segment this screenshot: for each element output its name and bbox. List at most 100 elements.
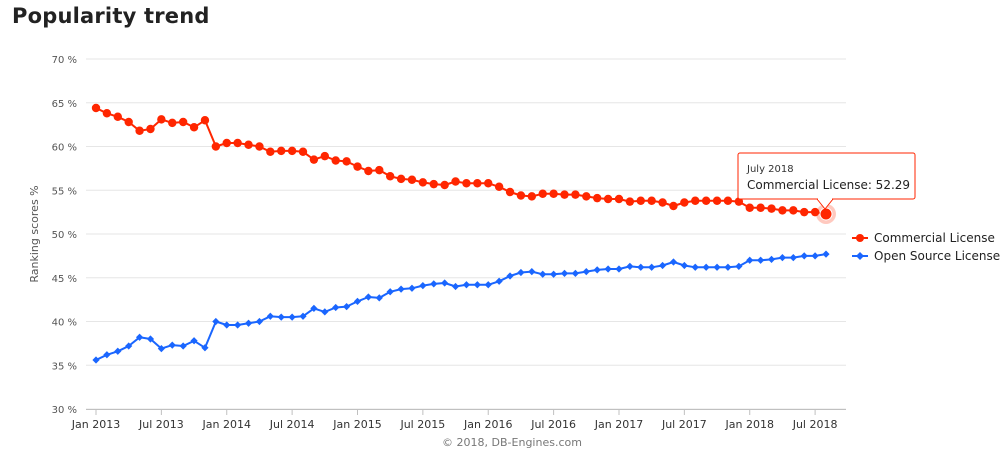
data-point[interactable] [320, 151, 330, 161]
data-point[interactable] [538, 189, 547, 198]
data-point[interactable] [582, 192, 591, 201]
data-point[interactable] [484, 179, 493, 188]
legend-item[interactable]: Commercial License [852, 231, 995, 245]
data-point[interactable] [691, 196, 700, 205]
data-point[interactable] [560, 190, 569, 199]
data-point[interactable] [189, 123, 199, 132]
data-point[interactable] [789, 254, 797, 262]
data-point[interactable] [614, 194, 624, 204]
data-point[interactable] [691, 263, 699, 271]
data-point[interactable] [462, 281, 471, 289]
data-point[interactable] [571, 269, 580, 277]
data-point[interactable] [528, 268, 536, 276]
legend-item[interactable]: Open Source License [852, 249, 1000, 263]
data-point[interactable] [702, 263, 710, 271]
data-point[interactable] [277, 146, 286, 156]
data-point[interactable] [321, 308, 329, 316]
data-point[interactable] [310, 304, 318, 312]
data-point[interactable] [582, 268, 590, 276]
series-commercial-license[interactable] [91, 103, 836, 224]
data-point[interactable] [146, 335, 155, 343]
data-point[interactable] [146, 124, 155, 134]
data-point[interactable] [746, 256, 754, 264]
data-point[interactable] [364, 293, 372, 301]
data-point[interactable] [168, 118, 177, 128]
data-point[interactable] [234, 321, 242, 329]
data-point[interactable] [266, 147, 275, 156]
data-point[interactable] [92, 356, 100, 364]
data-point[interactable] [190, 337, 198, 345]
data-point[interactable] [810, 207, 820, 217]
data-point[interactable] [287, 146, 297, 156]
data-point[interactable] [494, 182, 504, 191]
data-point[interactable] [451, 282, 460, 291]
data-point[interactable] [429, 179, 438, 189]
data-point[interactable] [724, 263, 732, 271]
data-point[interactable] [819, 207, 833, 221]
data-point[interactable] [408, 284, 416, 292]
legend[interactable]: Commercial License Open Source License [852, 231, 1000, 263]
data-point[interactable] [157, 345, 165, 353]
data-point[interactable] [168, 341, 176, 349]
data-point[interactable] [637, 263, 645, 271]
data-point[interactable] [353, 162, 362, 171]
data-point[interactable] [201, 344, 209, 352]
data-point[interactable] [342, 303, 351, 311]
data-point[interactable] [723, 196, 733, 205]
data-point[interactable] [397, 285, 405, 293]
data-point[interactable] [745, 203, 754, 212]
data-point[interactable] [713, 263, 721, 271]
data-point[interactable] [125, 342, 133, 350]
data-point[interactable] [103, 351, 111, 359]
data-point[interactable] [441, 279, 449, 287]
data-point[interactable] [712, 196, 722, 205]
data-point[interactable] [244, 319, 253, 327]
data-point[interactable] [767, 204, 776, 213]
data-point[interactable] [299, 312, 307, 320]
data-point[interactable] [364, 166, 373, 176]
data-point[interactable] [211, 142, 221, 151]
data-point[interactable] [223, 321, 231, 329]
data-point[interactable] [179, 342, 187, 350]
data-point[interactable] [789, 206, 798, 215]
data-point[interactable] [124, 117, 133, 127]
data-point[interactable] [539, 270, 547, 278]
data-point[interactable] [811, 252, 819, 260]
data-point[interactable] [701, 196, 711, 205]
data-point[interactable] [102, 109, 112, 118]
data-point[interactable] [419, 282, 427, 290]
data-point[interactable] [353, 297, 362, 305]
data-point[interactable] [734, 197, 744, 206]
data-point[interactable] [647, 196, 656, 205]
data-point[interactable] [756, 203, 765, 212]
data-point[interactable] [648, 263, 656, 271]
data-point[interactable] [625, 197, 635, 206]
data-point[interactable] [331, 156, 340, 165]
data-point[interactable] [430, 280, 438, 288]
data-point[interactable] [451, 177, 460, 186]
data-point[interactable] [473, 179, 482, 188]
data-point[interactable] [244, 140, 253, 149]
data-point[interactable] [484, 281, 492, 289]
data-point[interactable] [288, 313, 296, 321]
data-point[interactable] [517, 268, 525, 277]
data-point[interactable] [495, 277, 503, 285]
data-point[interactable] [135, 126, 144, 135]
data-point[interactable] [440, 180, 449, 190]
data-point[interactable] [375, 165, 384, 175]
data-point[interactable] [767, 255, 776, 263]
data-point[interactable] [593, 266, 601, 274]
data-point[interactable] [298, 147, 308, 156]
data-point[interactable] [680, 261, 688, 270]
data-point[interactable] [615, 265, 623, 273]
data-point[interactable] [527, 192, 537, 201]
data-point[interactable] [114, 347, 122, 355]
data-point[interactable] [550, 270, 558, 278]
data-point[interactable] [603, 194, 613, 204]
data-point[interactable] [669, 201, 678, 211]
data-point[interactable] [822, 250, 830, 258]
data-point[interactable] [626, 262, 634, 270]
data-point[interactable] [212, 317, 220, 326]
data-point[interactable] [113, 112, 122, 121]
data-point[interactable] [255, 317, 264, 326]
